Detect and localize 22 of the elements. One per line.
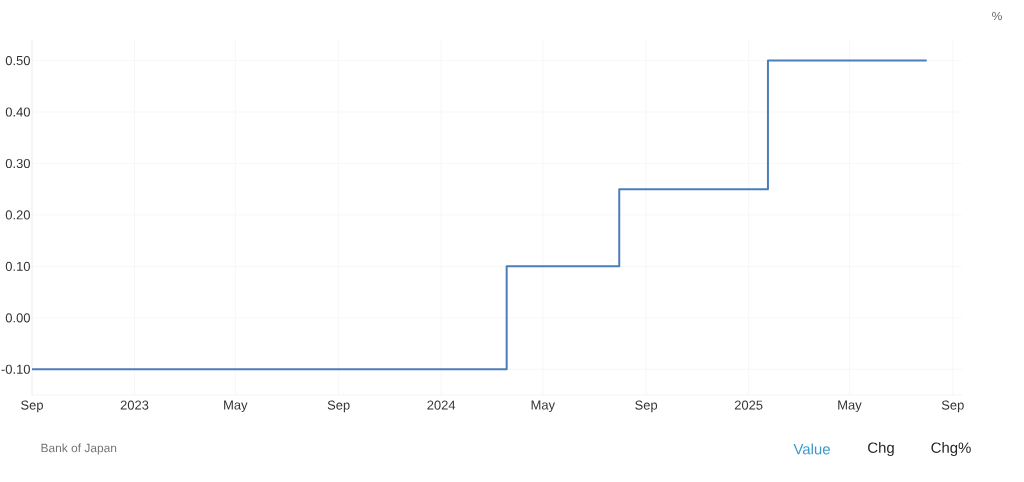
- x-tick-label: 2024: [427, 400, 456, 410]
- y-tick-label: 0.30: [5, 158, 30, 169]
- text: Value: [793, 443, 830, 455]
- text: Bank of Japan: [41, 443, 117, 455]
- y-tick-label: 0.00: [5, 313, 30, 323]
- x-tick-label: Sep: [327, 400, 350, 413]
- x-tick-label: Sep: [21, 400, 43, 413]
- x-tick-label: Sep: [635, 400, 658, 413]
- x-tick-label: Sep: [941, 400, 964, 413]
- y-tick-label: 0.20: [5, 210, 30, 220]
- y-tick-label: -0.10: [1, 364, 30, 374]
- x-tick-label: 2025: [734, 400, 763, 410]
- text: Chg%: [931, 442, 971, 456]
- y-axis-title: %: [992, 11, 1002, 21]
- x-tick-label: 2023: [120, 400, 149, 410]
- y-tick-label: 0.10: [5, 261, 30, 271]
- y-tick-label: 0.50: [5, 55, 30, 66]
- y-tick-label: 0.40: [5, 107, 30, 117]
- x-tick-label: May: [838, 400, 862, 413]
- text: Chg: [868, 442, 894, 456]
- x-tick-label: May: [224, 400, 248, 413]
- x-tick-label: May: [531, 400, 556, 413]
